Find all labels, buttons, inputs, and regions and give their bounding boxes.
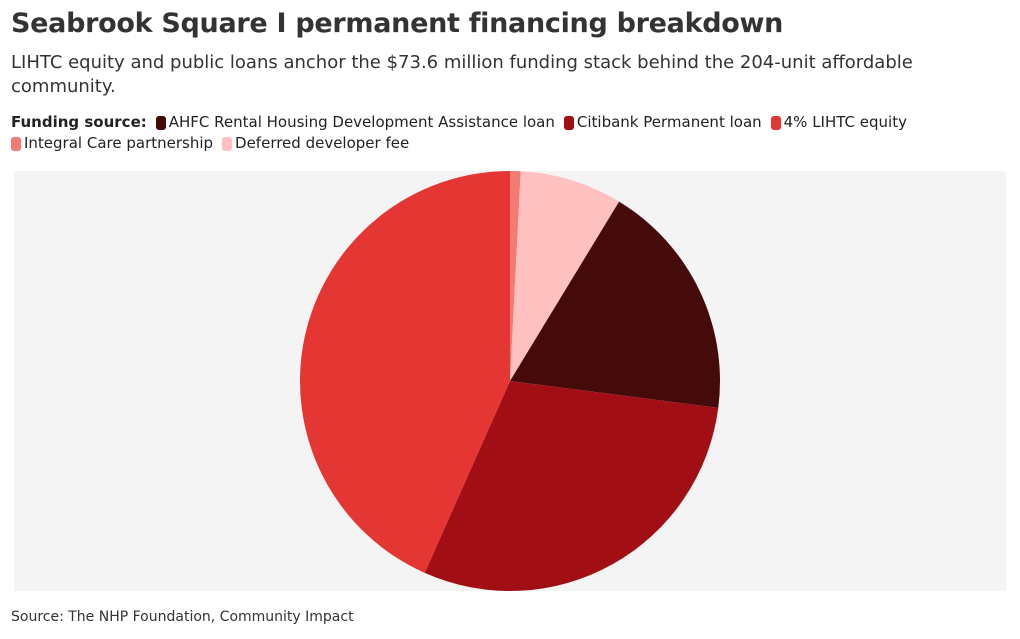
- pie-slice: [424, 381, 719, 592]
- legend-label: Deferred developer fee: [235, 134, 410, 152]
- legend-swatch: [11, 136, 21, 151]
- chart-subtitle: LIHTC equity and public loans anchor the…: [11, 52, 913, 97]
- legend-label: 4% LIHTC equity: [783, 113, 907, 131]
- legend-item: Deferred developer fee: [222, 133, 409, 154]
- pie-slice: [510, 171, 521, 381]
- source-note: Source: The NHP Foundation, Community Im…: [11, 609, 354, 625]
- legend: Funding source: AHFC Rental Housing Devel…: [11, 112, 1011, 154]
- legend-item: AHFC Rental Housing Development Assistan…: [155, 112, 555, 133]
- legend-item: Integral Care partnership: [11, 133, 213, 154]
- chart-title: Seabrook Square I permanent financing br…: [11, 8, 784, 39]
- legend-swatch: [222, 136, 233, 151]
- pie-slice: [510, 201, 720, 408]
- legend-label: AHFC Rental Housing Development Assistan…: [168, 113, 555, 131]
- pie-slice: [300, 171, 510, 573]
- legend-title: Funding source:: [11, 113, 147, 131]
- legend-item: 4% LIHTC equity: [770, 112, 907, 133]
- legend-swatch: [563, 115, 574, 130]
- legend-item: Citibank Permanent loan: [563, 112, 762, 133]
- legend-label: Citibank Permanent loan: [576, 113, 762, 131]
- legend-swatch: [155, 115, 166, 130]
- legend-label: Integral Care partnership: [24, 134, 214, 152]
- pie-slice: [510, 171, 620, 381]
- legend-swatch: [770, 115, 781, 130]
